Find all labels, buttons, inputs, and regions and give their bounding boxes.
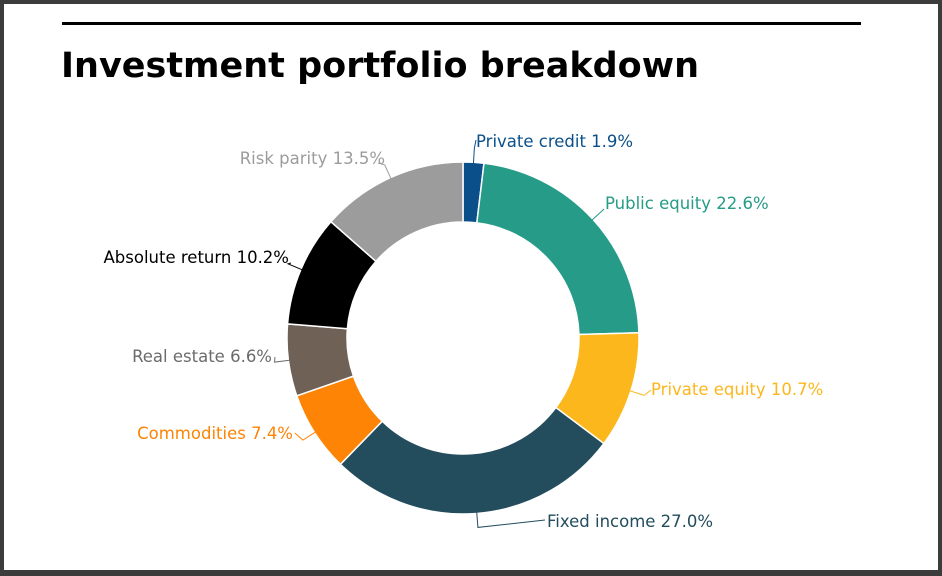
slice-label-real-estate: Real estate 6.6% bbox=[132, 347, 272, 366]
leader-line-fixed-income bbox=[476, 511, 546, 528]
leader-line-absolute-return bbox=[286, 262, 303, 271]
slice-risk-parity bbox=[329, 161, 464, 263]
leader-line-private-equity bbox=[628, 389, 652, 396]
slice-label-commodities: Commodities 7.4% bbox=[137, 424, 293, 443]
slice-label-public-equity: Public equity 22.6% bbox=[605, 194, 769, 213]
slice-label-risk-parity: Risk parity 13.5% bbox=[240, 149, 385, 168]
leader-line-public-equity bbox=[591, 208, 605, 221]
slice-label-absolute-return: Absolute return 10.2% bbox=[104, 248, 289, 267]
slice-public-equity bbox=[475, 162, 640, 336]
top-rule bbox=[62, 22, 861, 25]
chart-title: Investment portfolio breakdown bbox=[61, 46, 699, 86]
slice-fixed-income bbox=[339, 406, 605, 515]
leader-line-risk-parity bbox=[377, 162, 392, 180]
slice-label-fixed-income: Fixed income 27.0% bbox=[547, 512, 713, 531]
leader-line-private-credit bbox=[472, 139, 477, 165]
slice-label-private-credit: Private credit 1.9% bbox=[476, 132, 633, 151]
leader-line-commodities bbox=[294, 431, 317, 441]
slice-label-private-equity: Private equity 10.7% bbox=[651, 380, 823, 399]
leader-line-real-estate bbox=[273, 356, 291, 363]
